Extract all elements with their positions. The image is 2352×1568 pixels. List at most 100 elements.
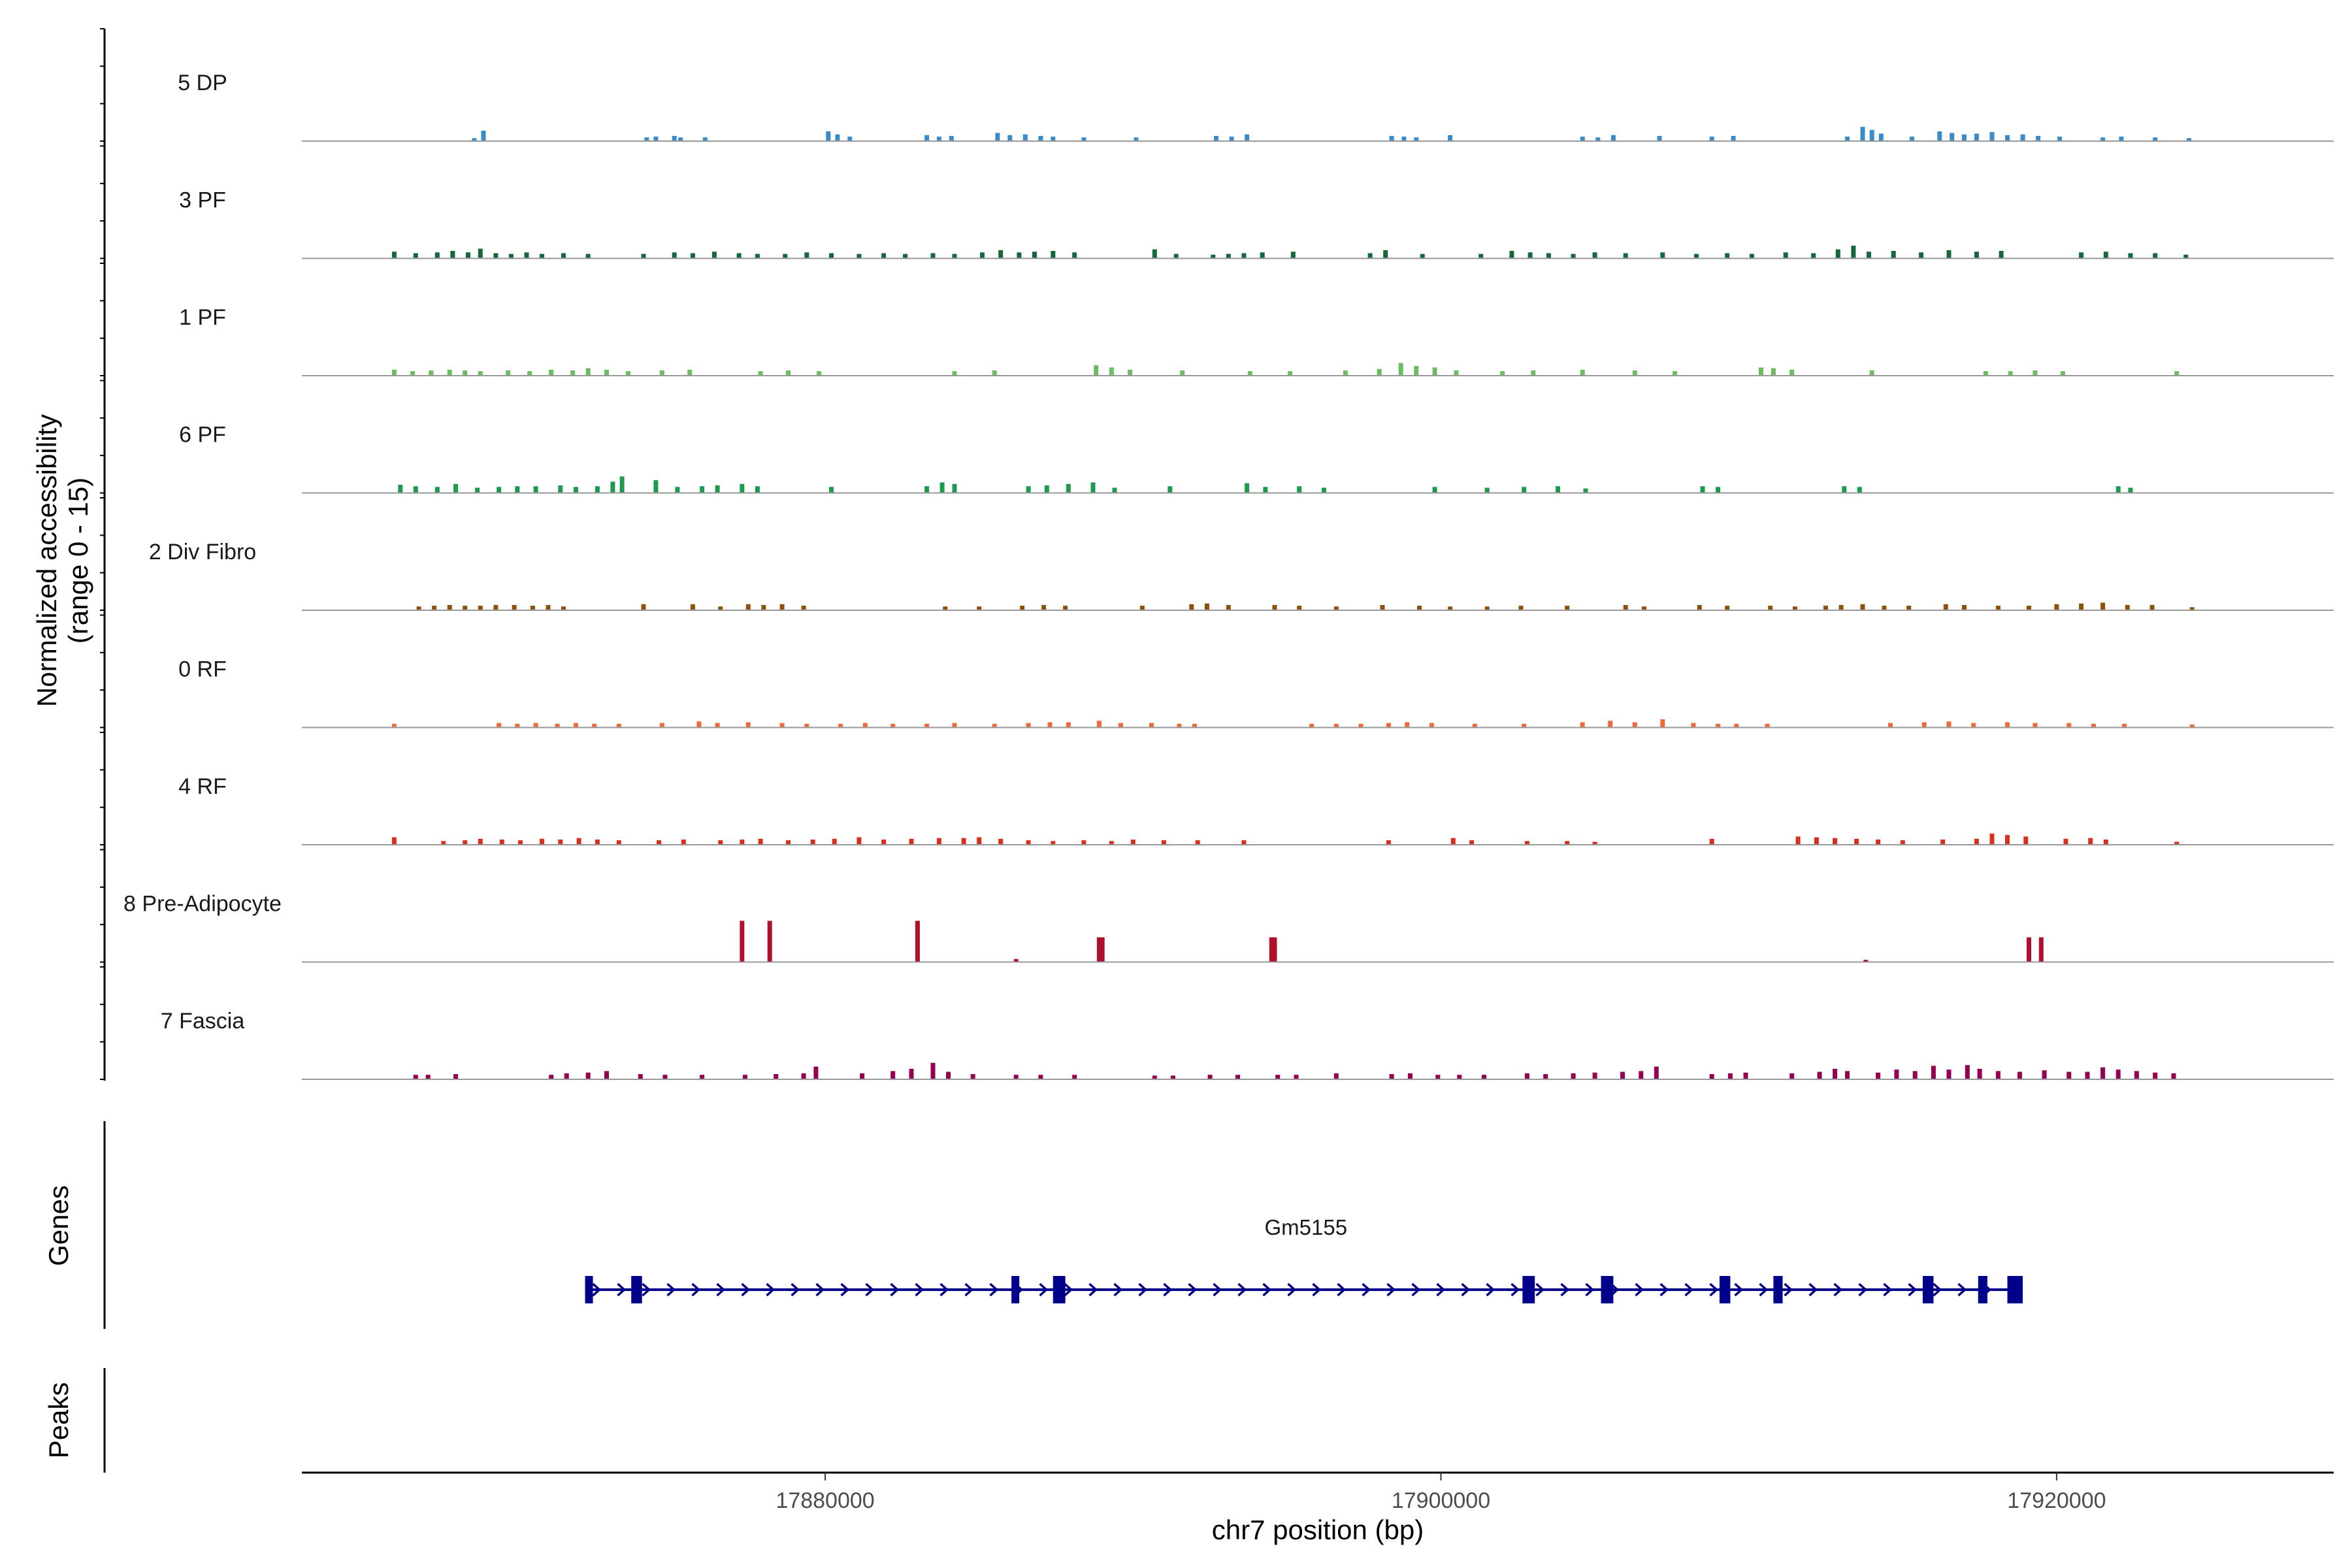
peaks-axis-title: Peaks xyxy=(43,1382,74,1459)
coverage-peak xyxy=(1260,252,1265,259)
coverage-peak xyxy=(398,484,403,493)
coverage-peak xyxy=(1845,1071,1850,1079)
coverage-peak xyxy=(1478,253,1484,259)
coverage-peak xyxy=(391,369,397,376)
coverage-peak xyxy=(1811,253,1816,259)
coverage-peak xyxy=(638,1074,643,1079)
coverage-peak xyxy=(2023,836,2029,845)
coverage-peak xyxy=(533,486,538,493)
coverage-peak xyxy=(1484,606,1490,610)
coverage-peak xyxy=(1971,723,1976,728)
coverage-peak xyxy=(1580,722,1585,728)
coverage-peak xyxy=(801,606,806,610)
coverage-peak xyxy=(1051,251,1056,259)
coverage-peak xyxy=(540,253,544,259)
coverage-peak xyxy=(1974,838,1979,845)
strand-arrow xyxy=(964,1282,974,1297)
coverage-peak xyxy=(441,841,446,845)
strand-arrow xyxy=(1237,1282,1247,1297)
coverage-peak xyxy=(2122,723,2127,728)
coverage-peak xyxy=(2115,1070,2121,1079)
coverage-peak xyxy=(779,604,785,610)
coverage-peak xyxy=(1472,723,1477,728)
coverage-peak xyxy=(924,135,930,141)
coverage-peak xyxy=(616,840,621,845)
coverage-peak xyxy=(1309,723,1315,728)
coverage-peak xyxy=(1700,486,1705,493)
strand-arrow xyxy=(1709,1282,1719,1297)
coverage-peak xyxy=(1891,251,1896,259)
coverage-peak xyxy=(1272,937,1277,962)
coverage-peak xyxy=(745,604,751,610)
coverage-peak xyxy=(740,483,745,493)
coverage-peak xyxy=(1639,1071,1644,1079)
coverage-peak xyxy=(604,369,609,376)
strand-arrow xyxy=(617,1282,627,1297)
coverage-peak xyxy=(718,606,723,610)
coverage-peak xyxy=(416,606,421,610)
accessibility-y-axis xyxy=(100,28,106,1081)
strand-arrow xyxy=(1138,1282,1148,1297)
coverage-peak xyxy=(1072,1075,1077,1079)
coverage-peak xyxy=(2100,1067,2106,1079)
coverage-peak xyxy=(413,1075,418,1079)
coverage-peak xyxy=(1946,250,1952,259)
coverage-peak xyxy=(977,606,982,610)
coverage-peak xyxy=(1066,483,1071,493)
track-label: 7 Fascia xyxy=(161,1009,245,1034)
coverage-peak xyxy=(463,370,468,376)
coverage-peak xyxy=(1851,246,1856,259)
coverage-peak xyxy=(659,723,664,728)
coverage-peak xyxy=(2066,1071,2072,1079)
strand-arrow xyxy=(1386,1282,1396,1297)
coverage-peak xyxy=(1716,723,1721,728)
coverage-peak xyxy=(493,605,498,610)
coverage-peak xyxy=(1112,487,1117,493)
strand-arrow xyxy=(865,1282,875,1297)
coverage-peak xyxy=(786,840,791,845)
coverage-peak xyxy=(2005,135,2010,141)
coverage-peak xyxy=(915,921,920,962)
coverage-peak xyxy=(1556,486,1560,493)
gene-exon xyxy=(1978,1276,1987,1303)
coverage-peak xyxy=(1386,723,1391,728)
coverage-peak xyxy=(860,1073,865,1079)
strand-arrow xyxy=(1411,1282,1421,1297)
coverage-peak xyxy=(1734,723,1739,728)
coverage-peak xyxy=(1854,838,1859,845)
coverage-peak xyxy=(549,369,554,376)
coverage-peak xyxy=(644,137,649,141)
coverage-peak xyxy=(2149,605,2155,610)
coverage-peak xyxy=(2171,1073,2176,1079)
coverage-peak xyxy=(447,369,452,376)
coverage-peak xyxy=(995,133,1000,141)
coverage-peak xyxy=(1047,722,1053,728)
coverage-peak xyxy=(672,252,677,259)
coverage-peak xyxy=(678,137,683,141)
coverage-peak xyxy=(1882,606,1887,610)
coverage-peak xyxy=(478,248,483,259)
coverage-peak xyxy=(540,838,544,845)
coverage-peak xyxy=(1833,838,1838,845)
strand-arrow xyxy=(890,1282,900,1297)
coverage-peak xyxy=(745,722,751,728)
strand-arrow xyxy=(1486,1282,1495,1297)
coverage-peak xyxy=(924,723,930,728)
coverage-peak xyxy=(2187,138,2191,141)
coverage-peak xyxy=(1595,137,1601,141)
coverage-peak xyxy=(1290,252,1296,259)
coverage-peak xyxy=(952,253,957,259)
coverage-peak xyxy=(1211,254,1216,259)
coverage-peak xyxy=(1989,132,1995,141)
coverage-peak xyxy=(715,485,720,493)
coverage-peak xyxy=(592,723,597,728)
coverage-peak xyxy=(1673,371,1678,376)
coverage-peak xyxy=(1789,1073,1795,1079)
coverage-peak xyxy=(662,1075,668,1079)
coverage-peak xyxy=(1177,723,1182,728)
coverage-peak xyxy=(1697,605,1702,610)
coverage-peak xyxy=(1867,252,1871,259)
coverage-peak xyxy=(743,1075,747,1079)
coverage-peak xyxy=(1995,606,2001,610)
coverage-peak xyxy=(1214,136,1218,141)
